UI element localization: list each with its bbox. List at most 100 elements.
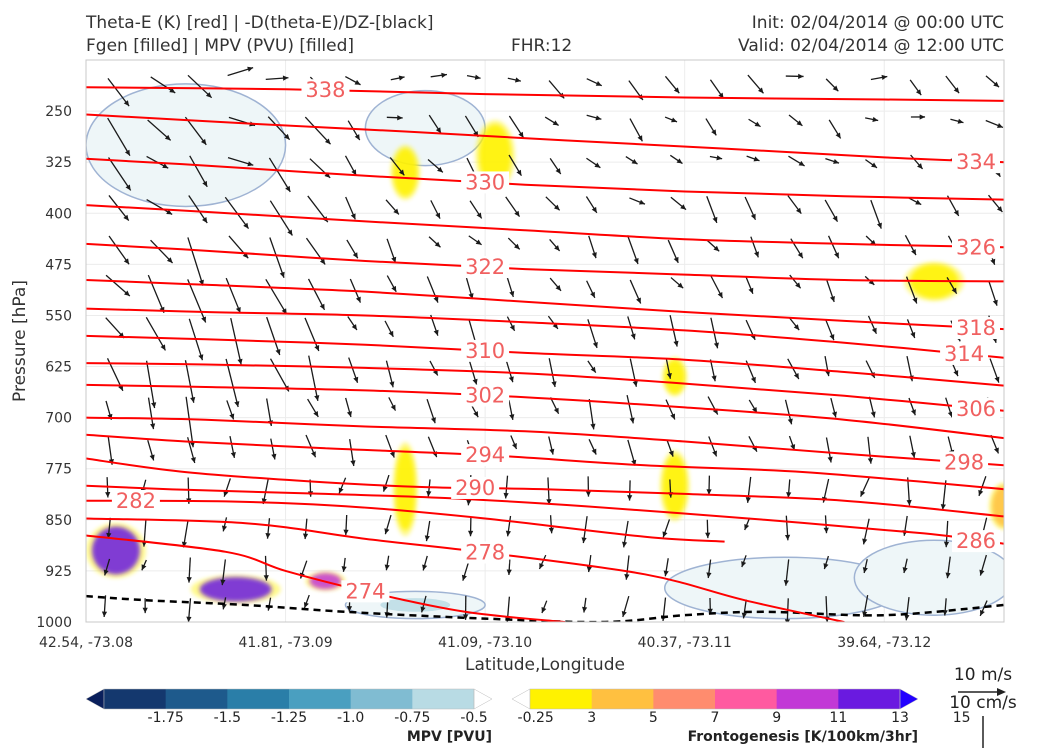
wind-vector-head xyxy=(717,292,723,299)
wind-vector-head xyxy=(420,606,426,613)
y-tick-label: 775 xyxy=(45,462,72,478)
wind-vector-head xyxy=(247,161,254,167)
wind-vector-head xyxy=(915,89,922,96)
wind-vector-head xyxy=(993,81,1000,88)
theta-e-label: 318 xyxy=(956,316,996,340)
wind-vector-head xyxy=(505,530,511,537)
wind-vector-head xyxy=(515,77,521,83)
wind-vector-head xyxy=(957,118,964,124)
theta-e-contour-334 xyxy=(86,113,1004,164)
wind-vector-head xyxy=(287,229,293,236)
wind-vector-head xyxy=(796,120,803,126)
colorbar-swatch xyxy=(227,689,290,709)
wind-vector-head xyxy=(630,333,636,340)
theta-e-contour-326 xyxy=(86,204,1004,249)
x-axis-ticks: 42.54, -73.08 41.81, -73.09 41.09, -73.10 4… xyxy=(39,635,931,651)
colorbar-extend-left xyxy=(511,688,531,710)
wind-vector-head xyxy=(554,245,560,251)
wind-vector-head xyxy=(911,249,916,256)
y-tick-label: 325 xyxy=(45,155,72,171)
wind-vector-head xyxy=(319,303,325,310)
wind-vector-head xyxy=(285,185,291,192)
colorbar-swatch xyxy=(838,689,901,709)
theta-e-contour-286 xyxy=(86,484,1004,545)
wind-vector-head xyxy=(633,258,639,265)
wind-vector xyxy=(188,195,208,224)
wind-vector-head xyxy=(621,610,627,617)
theta-e-label-bg xyxy=(461,541,510,564)
wind-vector-head xyxy=(711,129,717,136)
wind-vector-head xyxy=(475,239,482,245)
wind-vector xyxy=(107,157,132,191)
wind-vector-head xyxy=(509,324,515,331)
theta-e-label-bg xyxy=(952,236,1000,259)
wind-vector-head xyxy=(190,397,196,403)
wind-vector-head xyxy=(384,528,390,535)
wind-vector xyxy=(269,358,290,392)
wind-vector-head xyxy=(940,504,946,510)
wind-vector-head xyxy=(666,372,672,379)
wind-vector-head xyxy=(235,306,241,313)
wind-vector-head xyxy=(468,530,474,537)
wind-vector xyxy=(145,317,166,351)
wind-vector-head xyxy=(125,184,131,191)
y-tick-label: 550 xyxy=(45,308,72,324)
wind-vector-head xyxy=(355,296,361,303)
colorbar-swatch xyxy=(591,689,654,709)
wind-vector-head xyxy=(506,569,512,576)
wind-vector-head xyxy=(953,209,959,216)
wind-vector-head xyxy=(881,74,888,81)
wind-vector-head xyxy=(793,324,800,331)
wind-vector-layer xyxy=(101,66,1004,622)
wind-vector-head xyxy=(514,243,520,250)
fgen-blob xyxy=(393,148,418,197)
wind-vector-head xyxy=(441,72,447,78)
wind-vector-head xyxy=(831,411,838,418)
wind-vector-head xyxy=(783,580,789,586)
wind-vector-head xyxy=(189,441,195,448)
wind-vector-head xyxy=(516,169,522,176)
wind-vector-head xyxy=(338,487,344,494)
wind-vector-head xyxy=(166,209,173,215)
wind-vector-head xyxy=(553,407,559,414)
wind-vector-head xyxy=(591,252,597,259)
wind-vector-head xyxy=(754,251,759,258)
theta-e-contour-310 xyxy=(86,334,1004,387)
y-axis-ticks: 250 325 400 475 550 625 700 775 850 925 1000 xyxy=(36,104,72,631)
wind-vector-head xyxy=(354,134,360,141)
wind-vector-head xyxy=(186,616,192,622)
y-tick-label: 475 xyxy=(45,257,72,273)
mpv-region-core xyxy=(380,598,451,612)
wind-vector-head xyxy=(624,574,630,580)
wind-vector-head xyxy=(432,369,438,376)
wind-vector-head xyxy=(150,423,156,430)
wind-vector-head xyxy=(585,491,591,497)
wind-vector-head xyxy=(424,535,430,542)
wind-vector-head xyxy=(149,454,155,461)
fgen-blob xyxy=(91,526,140,575)
wind-vector-head xyxy=(790,444,796,451)
wind-vector-head xyxy=(474,74,481,80)
wind-vector-head xyxy=(868,279,875,285)
colorbar-swatch xyxy=(165,689,228,709)
theta-e-label-bg xyxy=(111,489,160,512)
wind-vector-head xyxy=(101,611,108,618)
colorbar-tick-label: 3 xyxy=(587,710,596,726)
wind-vector-head xyxy=(750,213,756,220)
wind-vector-head xyxy=(833,158,840,164)
wind-vector-head xyxy=(311,451,316,458)
wind-vector-head xyxy=(186,577,192,583)
y-tick-label: 400 xyxy=(45,206,72,222)
wind-vector-head xyxy=(518,131,524,138)
theta-e-label-bg xyxy=(461,171,510,194)
wind-vector-head xyxy=(823,527,829,534)
wind-vector-head xyxy=(472,378,478,385)
wind-vector-head xyxy=(284,133,290,140)
mpv-filled-layer xyxy=(86,83,1004,620)
colorbar-tick-label: -1.5 xyxy=(214,710,241,726)
wind-vector-head xyxy=(713,342,719,349)
wind-vector-head xyxy=(677,282,684,289)
wind-vector-head xyxy=(243,222,249,229)
wind-vector-head xyxy=(706,572,712,579)
colorbar-tick-label: -0.5 xyxy=(460,710,487,726)
